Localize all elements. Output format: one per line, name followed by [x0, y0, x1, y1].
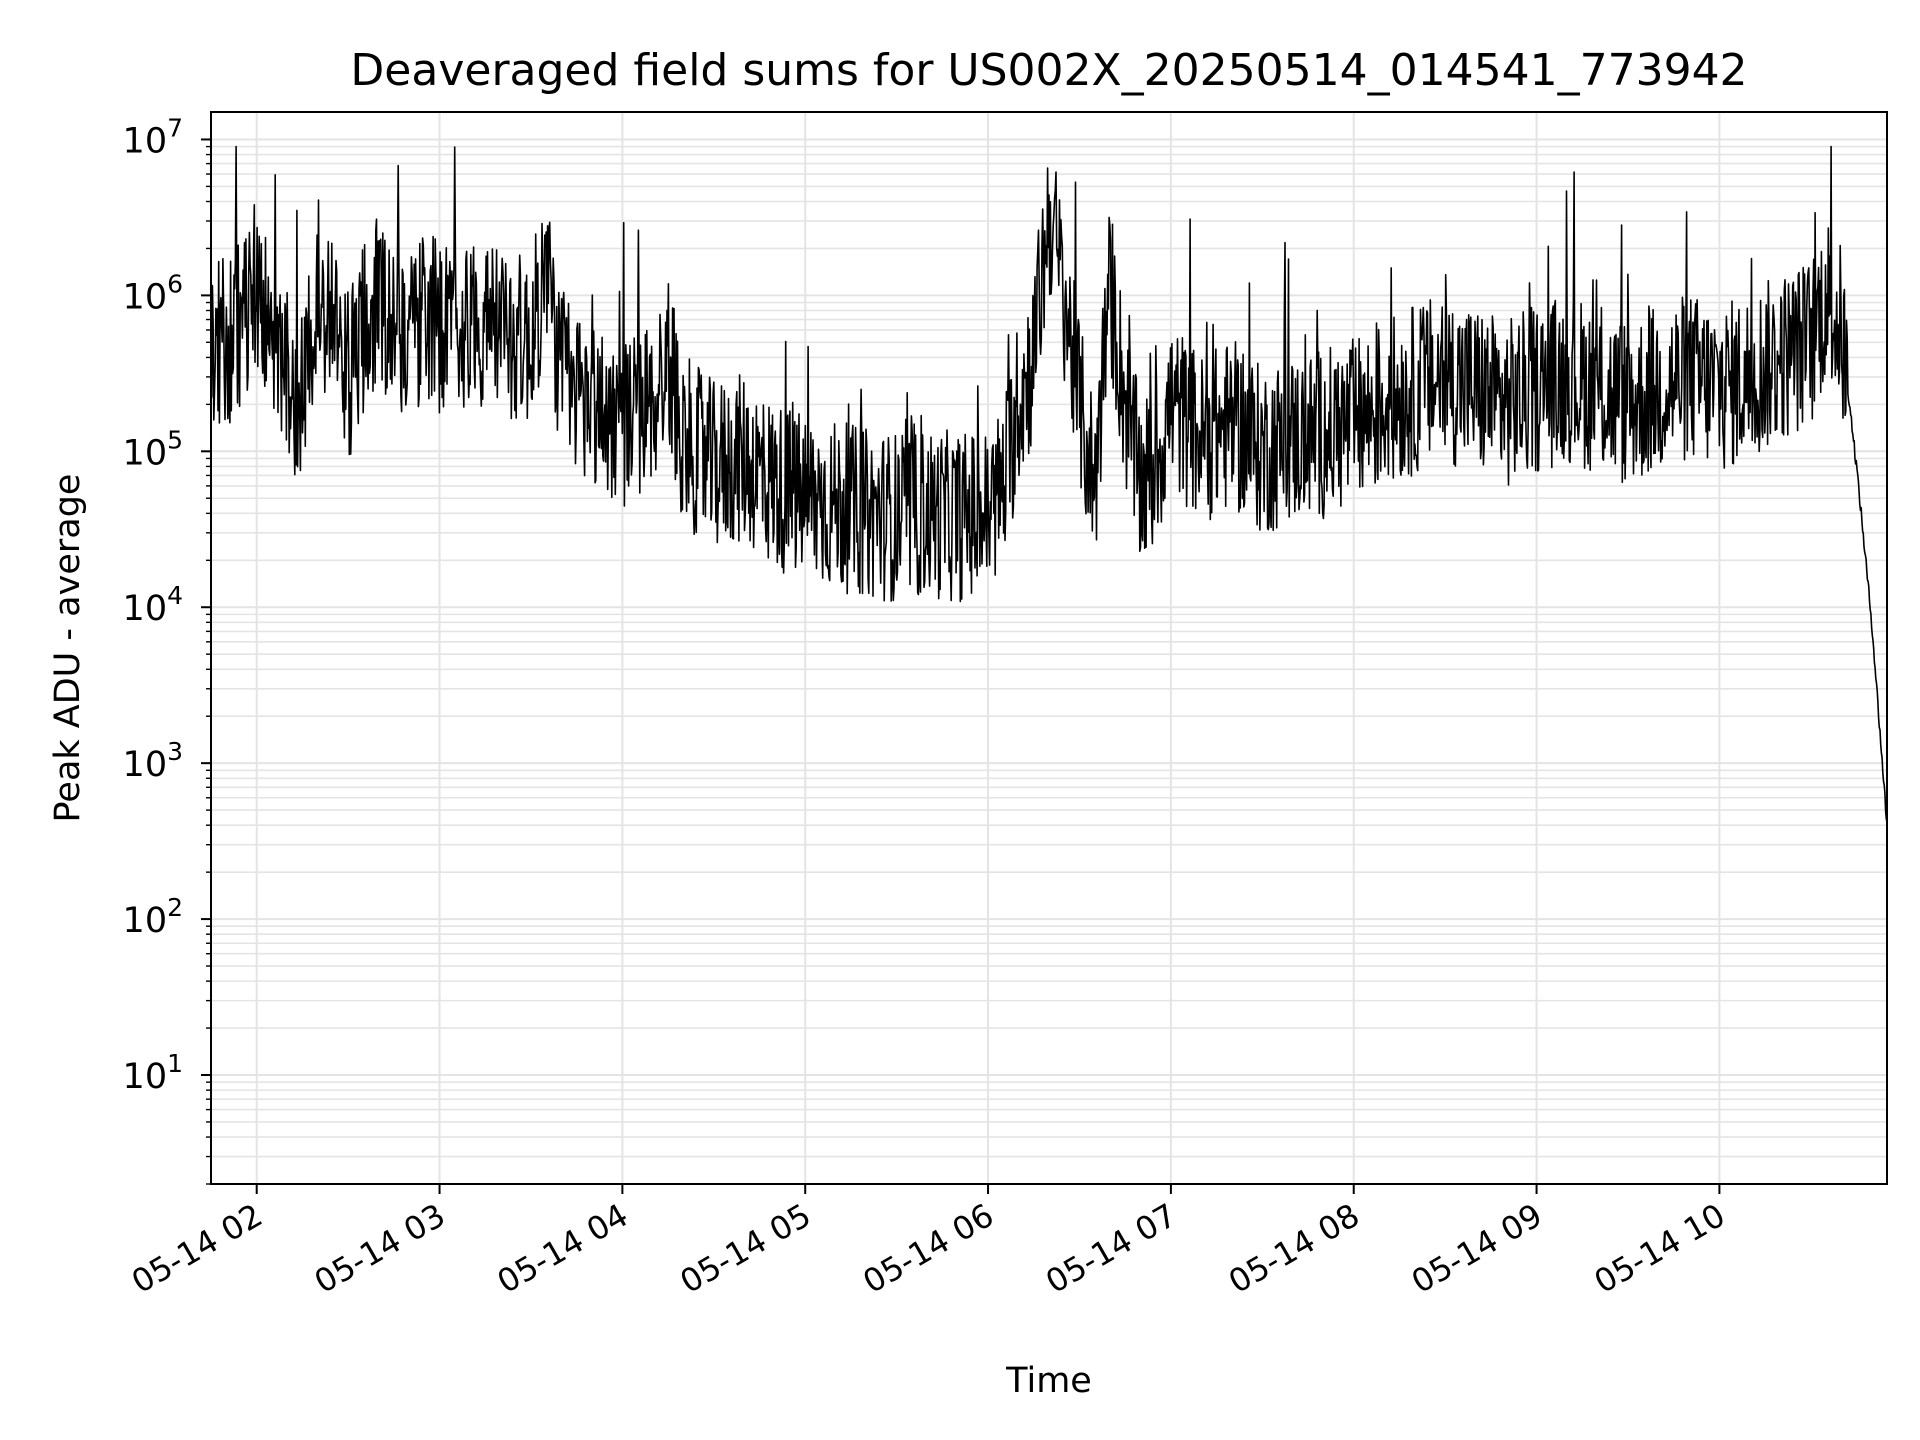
y-axis-label: Peak ADU - average: [48, 474, 88, 823]
y-tick-label: 101: [123, 1049, 183, 1097]
y-tick-label: 103: [123, 737, 183, 785]
plot-frame: [210, 111, 1888, 1185]
y-tick-label: 106: [123, 269, 183, 317]
grid-lines: [211, 112, 1887, 1185]
chart-title: Deaveraged field sums for US002X_2025051…: [350, 45, 1747, 96]
y-tick-label: 105: [123, 425, 183, 473]
y-tick-label: 104: [123, 581, 183, 629]
y-axis-ticks: 101 102 103 104 105 106 107: [123, 113, 211, 1185]
series-line: [210, 145, 1888, 823]
y-tick-label: 102: [123, 893, 183, 941]
y-tick-label: 107: [123, 113, 183, 161]
x-axis-label: Time: [1005, 1361, 1092, 1401]
